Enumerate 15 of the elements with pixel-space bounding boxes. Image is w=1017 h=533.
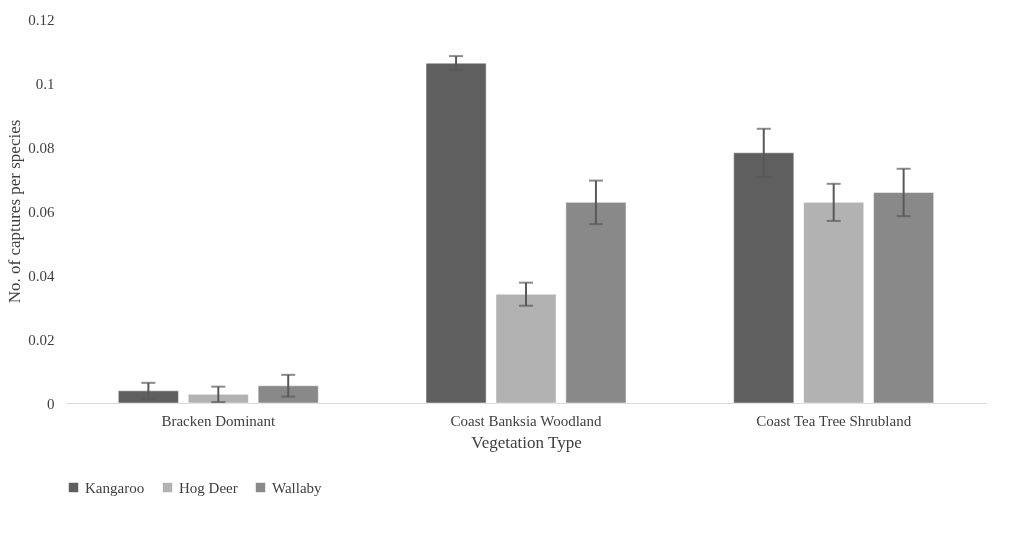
y-tick-label: 0.08 [28, 139, 55, 156]
x-tick-label: Coast Banksia Woodland [450, 412, 602, 429]
y-tick-label: 0.12 [28, 11, 55, 28]
legend-label: Wallaby [272, 479, 323, 496]
legend-label: Hog Deer [179, 479, 238, 496]
y-tick-label: 0.1 [35, 75, 55, 92]
y-tick-label: 0.06 [28, 203, 55, 220]
legend-label: Kangaroo [85, 479, 145, 496]
y-tick-label: 0.02 [28, 331, 55, 348]
x-tick-label: Coast Tea Tree Shrubland [756, 412, 912, 429]
x-axis-title: Vegetation Type [471, 432, 582, 452]
y-tick-label: 0.04 [28, 267, 55, 284]
x-tick-label: Bracken Dominant [161, 412, 276, 429]
y-axis-title: No. of captures per species [5, 119, 25, 304]
y-tick-label: 0 [47, 395, 55, 412]
